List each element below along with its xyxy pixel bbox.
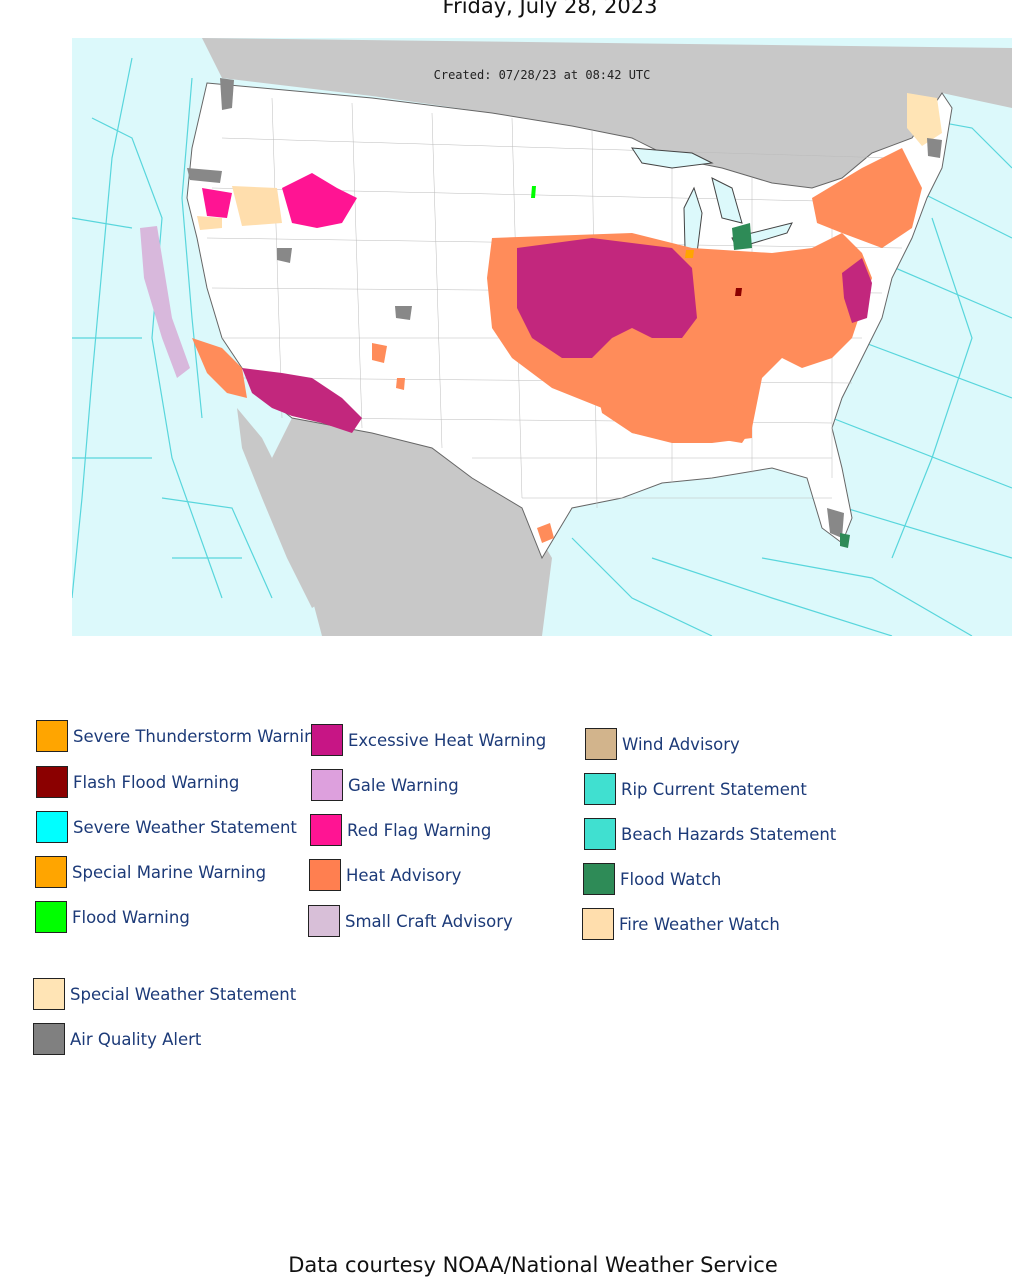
- legend-swatch: [309, 859, 341, 891]
- lake-huron: [711, 177, 743, 224]
- legend-swatch: [311, 769, 343, 801]
- legend-item-air-quality-alert: Air Quality Alert: [33, 1022, 201, 1056]
- warnings-map: Created: 07/28/23 at 08:42 UTC: [72, 38, 1012, 636]
- heat-advisory-nm-south: [396, 378, 405, 390]
- legend-label: Flood Warning: [72, 907, 190, 927]
- legend-item-small-craft-advisory: Small Craft Advisory: [308, 904, 513, 938]
- legend-item-severe-thunderstorm-warning: Severe Thunderstorm Warning: [36, 719, 325, 753]
- legend-label: Wind Advisory: [622, 734, 740, 754]
- data-credit: Data courtesy NOAA/National Weather Serv…: [288, 1253, 778, 1277]
- legend-item-fire-weather-watch: Fire Weather Watch: [582, 907, 780, 941]
- legend-swatch: [36, 720, 68, 752]
- legend-label: Special Marine Warning: [72, 862, 267, 882]
- legend-swatch: [35, 856, 67, 888]
- gale-warning-california-coast: [140, 226, 190, 378]
- red-flag-oregon: [202, 188, 232, 218]
- excessive-heat-midwest: [517, 238, 697, 358]
- legend-item-excessive-heat-warning: Excessive Heat Warning: [311, 723, 546, 757]
- flood-watch-florida: [840, 533, 850, 548]
- legend-label: Special Weather Statement: [70, 984, 297, 1004]
- legend-item-gale-warning: Gale Warning: [311, 768, 459, 802]
- legend-swatch: [308, 905, 340, 937]
- severe-thunderstorm-warning: [685, 250, 694, 258]
- heat-advisory-new-mexico: [372, 343, 387, 363]
- air-quality-washington: [220, 78, 234, 110]
- air-quality-florida: [827, 508, 844, 538]
- legend-item-flood-warning: Flood Warning: [35, 900, 190, 934]
- flood-watch-michigan: [732, 223, 752, 250]
- legend-label: Beach Hazards Statement: [621, 824, 837, 844]
- excessive-heat-southwest: [242, 368, 362, 433]
- legend-swatch: [35, 901, 67, 933]
- legend-label: Severe Weather Statement: [73, 817, 297, 837]
- legend-item-beach-hazards-statement: Beach Hazards Statement: [584, 817, 836, 851]
- legend-swatch: [583, 863, 615, 895]
- legend-label: Fire Weather Watch: [619, 914, 780, 934]
- air-quality-new-england: [927, 138, 942, 158]
- us-alerts-map-svg: Created: 07/28/23 at 08:42 UTC: [72, 38, 1012, 636]
- heat-advisory-california: [192, 338, 247, 398]
- mexico-land: [272, 418, 552, 636]
- air-quality-oregon: [187, 168, 222, 183]
- legend-label: Rip Current Statement: [621, 779, 807, 799]
- heat-advisory-south: [592, 368, 752, 443]
- lake-michigan: [683, 186, 703, 254]
- canada-land: [202, 38, 1012, 188]
- created-stamp: Created: 07/28/23 at 08:42 UTC: [434, 68, 651, 82]
- legend-swatch: [36, 766, 68, 798]
- map-date: Friday, July 28, 2023: [442, 0, 658, 18]
- legend-item-red-flag-warning: Red Flag Warning: [310, 813, 491, 847]
- legend-swatch: [585, 728, 617, 760]
- legend-swatch: [33, 1023, 65, 1055]
- fire-weather-watch-oregon: [232, 186, 282, 226]
- legend-label: Air Quality Alert: [70, 1029, 202, 1049]
- flash-flood-warning: [735, 288, 742, 296]
- legend-swatch: [33, 978, 65, 1010]
- legend-item-flash-flood-warning: Flash Flood Warning: [36, 765, 239, 799]
- legend-swatch: [584, 818, 616, 850]
- legend-item-special-marine-warning: Special Marine Warning: [35, 855, 266, 889]
- air-quality-colorado: [395, 306, 412, 320]
- legend-item-severe-weather-statement: Severe Weather Statement: [36, 810, 297, 844]
- legend-label: Small Craft Advisory: [345, 911, 513, 931]
- legend-swatch: [311, 724, 343, 756]
- legend-label: Heat Advisory: [346, 865, 462, 885]
- air-quality-utah: [277, 248, 292, 263]
- legend-label: Severe Thunderstorm Warning: [73, 726, 326, 746]
- lake-superior: [631, 147, 714, 169]
- legend-swatch: [36, 811, 68, 843]
- heat-advisory-northeast: [812, 148, 922, 248]
- flood-warning-dakota: [531, 186, 536, 198]
- legend-label: Excessive Heat Warning: [348, 730, 547, 750]
- legend-swatch: [582, 908, 614, 940]
- legend-item-heat-advisory: Heat Advisory: [309, 858, 461, 892]
- special-weather-maine: [907, 93, 942, 146]
- baja-peninsula: [237, 408, 327, 608]
- legend-item-special-weather-statement: Special Weather Statement: [33, 977, 296, 1011]
- legend-swatch: [310, 814, 342, 846]
- legend-label: Flood Watch: [620, 869, 722, 889]
- legend-item-flood-watch: Flood Watch: [583, 862, 721, 896]
- red-flag-idaho-wyoming: [282, 173, 357, 228]
- legend-label: Red Flag Warning: [347, 820, 492, 840]
- excessive-heat-mid-atlantic: [842, 258, 872, 323]
- heat-advisory-south-texas: [537, 523, 554, 543]
- legend-item-rip-current-statement: Rip Current Statement: [584, 772, 807, 806]
- legend-swatch: [584, 773, 616, 805]
- legend-item-wind-advisory: Wind Advisory: [585, 727, 740, 761]
- legend-label: Flash Flood Warning: [73, 772, 240, 792]
- fire-weather-watch-sw-oregon: [197, 216, 222, 230]
- legend-label: Gale Warning: [348, 775, 459, 795]
